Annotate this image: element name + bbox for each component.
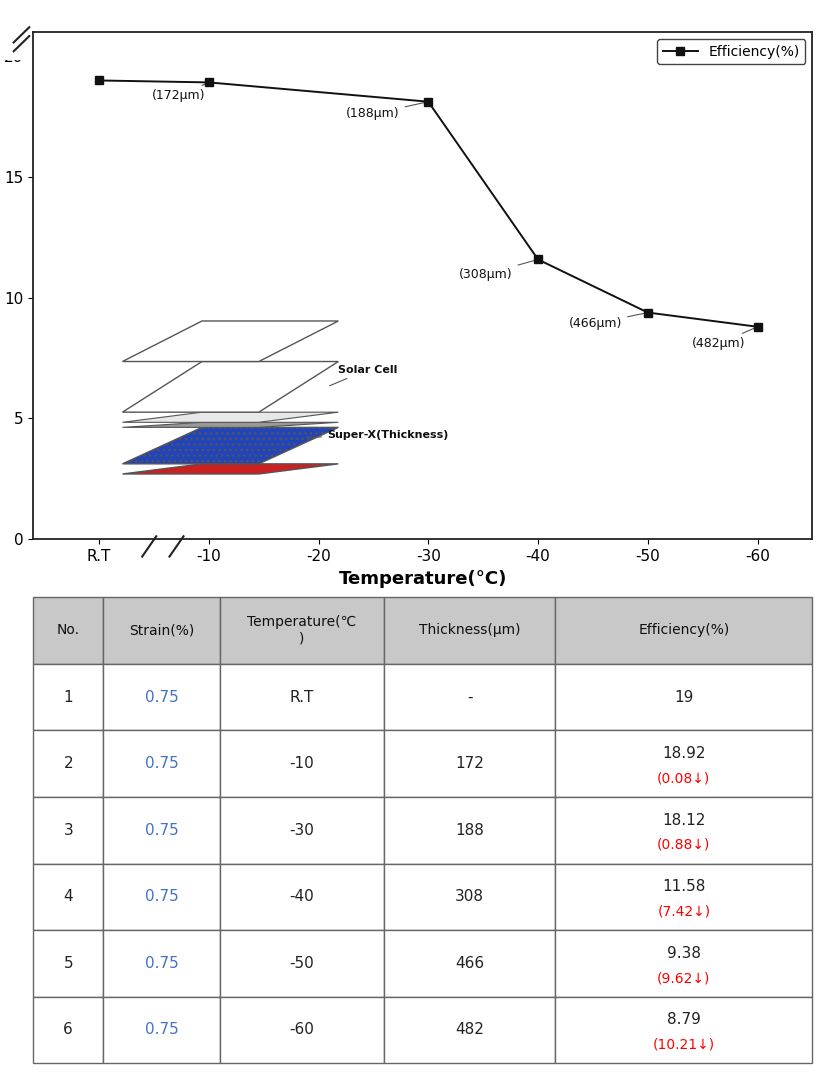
Bar	[383, 930, 555, 997]
Text: (0.88↓): (0.88↓)	[657, 838, 710, 852]
Text: Strain(%): Strain(%)	[129, 624, 194, 638]
Text: (308μm): (308μm)	[459, 260, 535, 280]
Text: (10.21↓): (10.21↓)	[652, 1037, 714, 1051]
Bar	[104, 863, 220, 930]
Bar	[220, 597, 383, 664]
Bar	[33, 997, 104, 1063]
Text: 6: 6	[63, 1022, 73, 1037]
X-axis label: Temperature(°C): Temperature(°C)	[338, 570, 507, 589]
Text: 1: 1	[63, 690, 73, 705]
Bar	[555, 930, 811, 997]
Text: 0.75: 0.75	[145, 956, 178, 971]
Text: 18.92: 18.92	[662, 746, 705, 761]
Bar	[555, 797, 811, 863]
Text: (0.08↓): (0.08↓)	[657, 771, 710, 785]
Text: 5: 5	[63, 956, 73, 971]
Text: 0.75: 0.75	[145, 1022, 178, 1037]
Bar	[555, 664, 811, 730]
Text: -30: -30	[289, 823, 314, 838]
Bar	[383, 597, 555, 664]
Text: 466: 466	[455, 956, 484, 971]
Bar	[33, 930, 104, 997]
Text: 3: 3	[63, 823, 73, 838]
Bar	[555, 997, 811, 1063]
Text: (7.42↓): (7.42↓)	[657, 904, 710, 918]
Bar	[104, 664, 220, 730]
Text: -10: -10	[289, 756, 314, 771]
Bar	[104, 997, 220, 1063]
Text: 18.12: 18.12	[662, 813, 705, 828]
Bar	[220, 997, 383, 1063]
Bar	[220, 797, 383, 863]
Text: (188μm): (188μm)	[345, 102, 425, 120]
Text: 482: 482	[455, 1022, 484, 1037]
Bar	[383, 664, 555, 730]
Text: Efficiency(%): Efficiency(%)	[638, 624, 729, 638]
Text: (172μm): (172μm)	[152, 84, 206, 102]
Bar	[555, 863, 811, 930]
Text: -40: -40	[289, 889, 314, 904]
Bar	[33, 730, 104, 797]
Bar	[33, 863, 104, 930]
Text: Thickness(μm): Thickness(μm)	[418, 624, 520, 638]
Text: 4: 4	[63, 889, 73, 904]
Bar	[220, 730, 383, 797]
Text: 188: 188	[455, 823, 484, 838]
Bar	[383, 863, 555, 930]
Text: 0.75: 0.75	[145, 756, 178, 771]
Bar	[104, 797, 220, 863]
Text: 8.79: 8.79	[666, 1013, 700, 1028]
Bar	[104, 930, 220, 997]
Text: 0.75: 0.75	[145, 889, 178, 904]
Bar	[33, 597, 104, 664]
Text: -60: -60	[289, 1022, 314, 1037]
Text: -50: -50	[289, 956, 314, 971]
Text: -: -	[466, 690, 472, 705]
Text: (482μm): (482μm)	[691, 328, 754, 350]
Bar	[220, 664, 383, 730]
Text: Temperature(℃
): Temperature(℃ )	[247, 615, 356, 645]
Text: 2: 2	[63, 756, 73, 771]
Bar	[383, 797, 555, 863]
Text: 172: 172	[455, 756, 484, 771]
Bar	[33, 797, 104, 863]
Text: (9.62↓): (9.62↓)	[657, 971, 710, 985]
Text: (466μm): (466μm)	[568, 314, 644, 330]
Bar	[104, 597, 220, 664]
Text: 9.38: 9.38	[666, 946, 700, 961]
Bar	[555, 730, 811, 797]
Legend: Efficiency(%): Efficiency(%)	[657, 39, 805, 64]
Bar	[383, 730, 555, 797]
Bar	[104, 730, 220, 797]
Bar	[555, 597, 811, 664]
Bar	[220, 863, 383, 930]
Text: R.T: R.T	[290, 690, 314, 705]
Text: 11.58: 11.58	[662, 880, 705, 895]
Bar	[383, 997, 555, 1063]
Bar	[220, 930, 383, 997]
Text: 19: 19	[673, 690, 693, 705]
Bar	[33, 664, 104, 730]
Text: No.: No.	[56, 624, 79, 638]
Text: 0.75: 0.75	[145, 690, 178, 705]
Text: 308: 308	[455, 889, 484, 904]
Text: 0.75: 0.75	[145, 823, 178, 838]
